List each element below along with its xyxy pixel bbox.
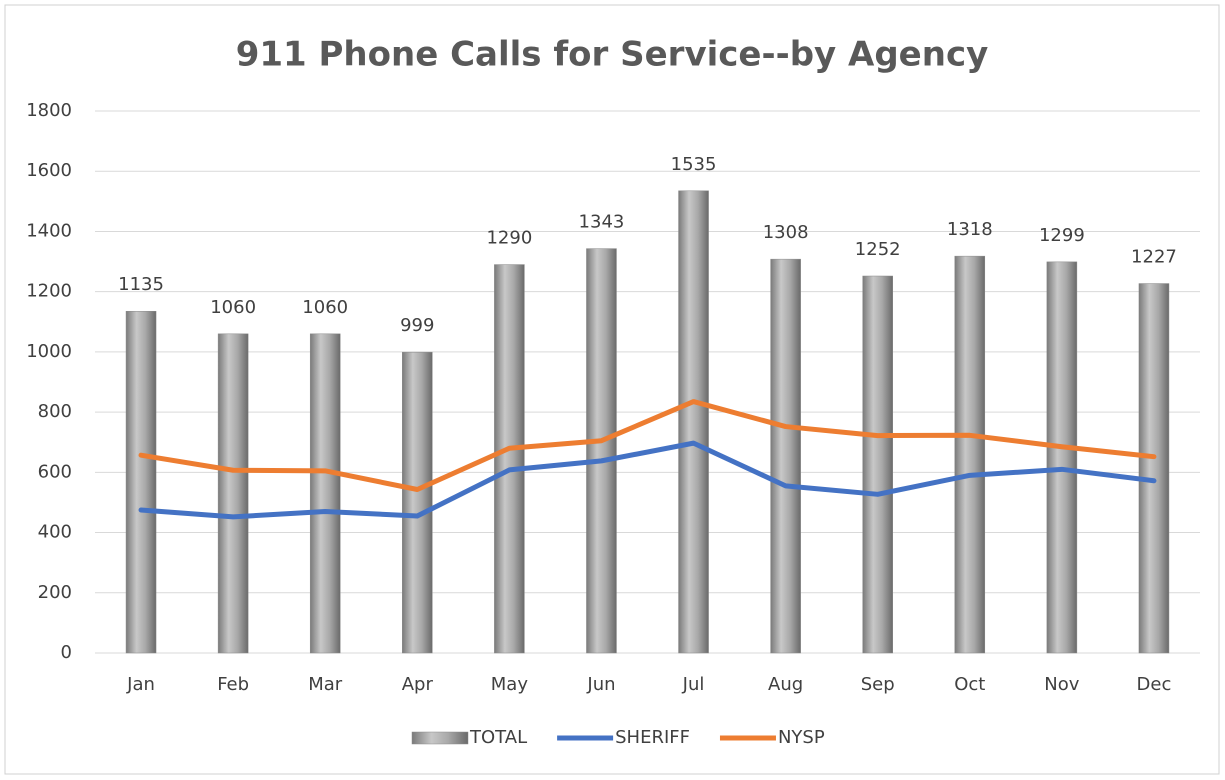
x-tick-label: Aug — [768, 674, 803, 695]
bar — [217, 333, 249, 654]
x-tick-label: Nov — [1044, 674, 1079, 695]
bar — [402, 351, 433, 654]
line — [138, 440, 1157, 520]
data-label: 1252 — [855, 239, 901, 260]
data-label: 1343 — [579, 212, 625, 233]
y-tick-label: 0 — [61, 642, 72, 663]
y-tick-label: 200 — [38, 582, 72, 603]
x-tick-label: May — [491, 674, 529, 695]
y-tick-label: 400 — [38, 522, 72, 543]
bar — [1046, 261, 1078, 654]
bar — [309, 333, 341, 654]
data-label: 1060 — [210, 297, 256, 318]
y-tick-label: 1200 — [26, 281, 72, 302]
data-label: 1318 — [947, 219, 993, 240]
x-tick-label: Apr — [402, 674, 434, 695]
bar — [954, 255, 986, 654]
x-tick-label: Sep — [861, 674, 895, 695]
chart-title: 911 Phone Calls for Service--by Agency — [236, 35, 989, 75]
data-label: 1290 — [486, 228, 532, 249]
y-tick-label: 1600 — [26, 160, 72, 181]
data-label: 1299 — [1039, 225, 1085, 246]
data-label: 1060 — [302, 297, 348, 318]
data-label: 1135 — [118, 274, 164, 295]
bar — [770, 258, 801, 654]
x-tick-label: Jan — [126, 674, 155, 695]
bar — [678, 190, 709, 654]
data-label: 1227 — [1131, 247, 1177, 268]
bar — [125, 310, 157, 654]
x-tick-label: Mar — [308, 674, 343, 695]
legend-label: SHERIFF — [615, 727, 690, 748]
data-label: 1308 — [763, 222, 809, 243]
bar — [862, 275, 893, 654]
bar — [1138, 283, 1170, 654]
y-tick-label: 1000 — [26, 341, 72, 362]
legend-label: TOTAL — [469, 727, 527, 748]
x-tick-label: Dec — [1137, 674, 1172, 695]
bar — [494, 264, 525, 654]
x-tick-label: Jun — [586, 674, 615, 695]
x-tick-label: Jul — [682, 674, 705, 695]
y-tick-label: 600 — [38, 461, 72, 482]
legend-swatch — [411, 731, 469, 745]
x-tick-label: Oct — [954, 674, 985, 695]
y-tick-label: 800 — [38, 401, 72, 422]
y-tick-label: 1800 — [26, 100, 72, 121]
line — [138, 399, 1157, 492]
legend-label: NYSP — [778, 727, 825, 748]
data-label: 999 — [400, 315, 434, 336]
y-tick-label: 1400 — [26, 220, 72, 241]
data-label: 1535 — [671, 154, 717, 175]
bar — [586, 248, 617, 654]
x-tick-label: Feb — [217, 674, 249, 695]
